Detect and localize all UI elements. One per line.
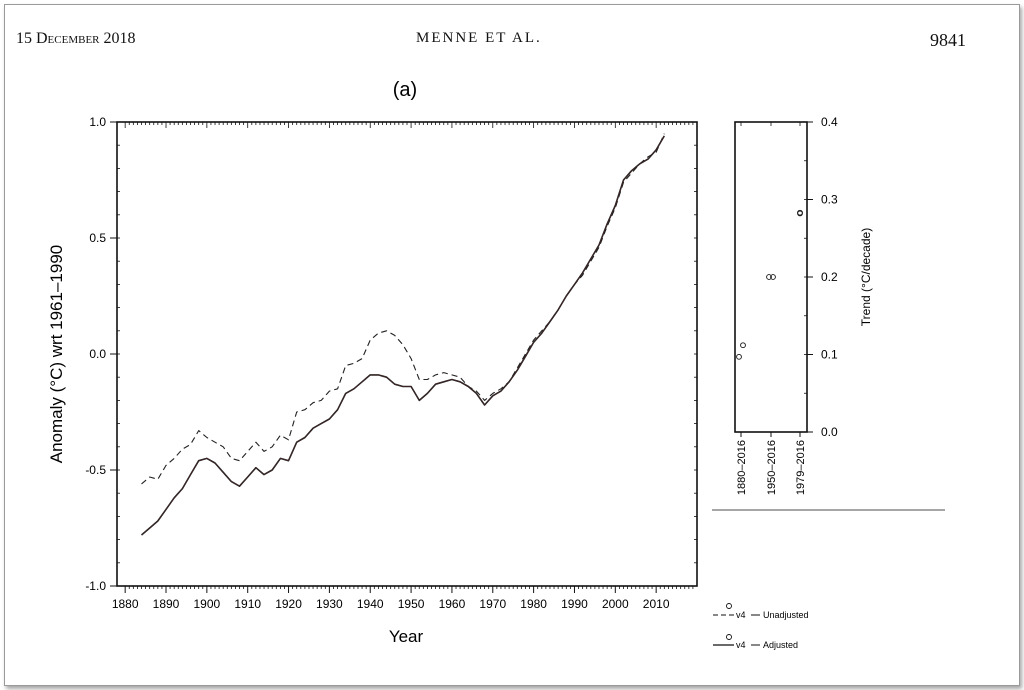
x-tick-label: 1910: [234, 597, 261, 611]
legend-prefix-unadjusted: v4: [736, 610, 746, 620]
trend-point-adjusted: [770, 274, 776, 280]
trend-y-tick-label: 0.2: [821, 270, 838, 284]
legend-item-unadjusted: v4 Unadjusted: [713, 603, 809, 620]
trend-points: [736, 209, 803, 360]
x-tick-label: 1890: [153, 597, 180, 611]
trend-point-unadjusted: [766, 274, 772, 280]
trend-category-label: 1979–2016: [795, 440, 807, 495]
legend-label-unadjusted: Unadjusted: [763, 610, 809, 620]
y-tick-label: 0.5: [89, 231, 106, 245]
panel-label: (a): [393, 79, 417, 101]
y-axis-title: Anomaly (°C) wrt 1961–1990: [47, 245, 66, 463]
x-tick-label: 1980: [520, 597, 547, 611]
x-tick-label: 2010: [643, 597, 670, 611]
x-axis: 1880 1890 1900 1910 1920 1930 1940 1950 1960 1970…: [112, 586, 670, 611]
main-plot-frame: [116, 121, 698, 587]
main-chart: (a) 1880 1890 1900 1910 1920 1930 1940 1950 1960…: [47, 79, 698, 646]
x-tick-label: 2000: [602, 597, 629, 611]
trend-y-axis: 0.0 0.1 0.2 0.3 0.4: [804, 115, 838, 439]
running-head-authors: MENNE ET AL.: [416, 30, 542, 46]
trend-axis-title: Trend (°C/decade): [859, 228, 873, 326]
legend-marker-adjusted: [726, 634, 732, 640]
x-tick-label: 1920: [275, 597, 302, 611]
series-line-adjusted: [140, 135, 665, 536]
trend-x-axis: 1880–2016 1950–2016 1979–2016: [736, 122, 807, 495]
legend-label-adjusted: Adjusted: [763, 640, 798, 650]
y-tick-label: 0.0: [89, 347, 106, 361]
x-tick-label: 1990: [561, 597, 588, 611]
y-axis: 1.0 0.5 0.0 -0.5 -1.0: [85, 115, 117, 593]
trend-category-label: 1950–2016: [766, 440, 778, 495]
trend-point-adjusted: [797, 209, 803, 216]
y-tick-label: -0.5: [85, 463, 106, 477]
legend: v4 Unadjusted v4 Adjusted: [713, 603, 809, 650]
legend-item-adjusted: v4 Adjusted: [713, 634, 798, 650]
trend-category-label: 1880–2016: [736, 440, 748, 495]
trend-y-tick-label: 0.1: [821, 348, 838, 362]
trend-point-adjusted: [740, 342, 746, 349]
trend-y-tick-label: 0.0: [821, 425, 838, 439]
series-line-adjusted-tint: [141, 135, 665, 536]
series-lines: [140, 133, 665, 536]
x-tick-label: 1880: [112, 597, 139, 611]
legend-prefix-adjusted: v4: [736, 640, 746, 650]
y-tick-label: -1.0: [85, 579, 106, 593]
legend-marker-unadjusted: [726, 603, 732, 609]
trend-y-tick-label: 0.3: [821, 193, 838, 207]
x-tick-label: 1950: [398, 597, 425, 611]
x-tick-label: 1940: [357, 597, 384, 611]
x-tick-label: 1960: [439, 597, 466, 611]
x-tick-label: 1900: [194, 597, 221, 611]
x-tick-label: 1930: [316, 597, 343, 611]
trend-panel: 0.0 0.1 0.2 0.3 0.4 1880–2016 1950–2016 1979–2…: [712, 115, 945, 511]
x-axis-title: Year: [389, 627, 424, 646]
minor-ticks: [117, 121, 697, 589]
running-head-date: 15 December 2018: [16, 30, 136, 47]
x-tick-label: 1970: [479, 597, 506, 611]
trend-point-unadjusted: [736, 353, 742, 360]
y-tick-label: 1.0: [89, 115, 106, 129]
page-number: 9841: [930, 30, 966, 50]
trend-y-tick-label: 0.4: [821, 115, 838, 129]
series-line-unadjusted: [141, 133, 665, 485]
page-frame: [4, 4, 1020, 686]
